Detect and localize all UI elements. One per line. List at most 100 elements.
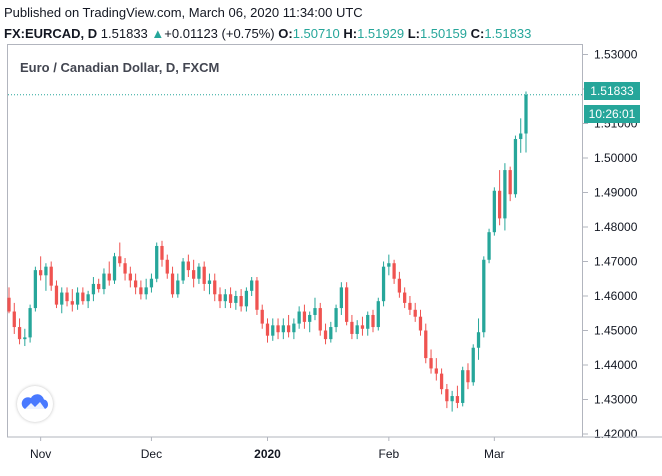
last-price-tag: 1.51833	[584, 82, 640, 100]
last-price: 1.51833	[100, 26, 148, 41]
candle-body	[197, 266, 201, 279]
candle-body	[160, 245, 164, 260]
candle-body	[524, 94, 528, 134]
y-tick-label: 1.48000	[594, 220, 638, 234]
candle-body	[165, 259, 169, 274]
y-tick-label: 1.49000	[594, 186, 638, 200]
y-tick-label: 1.44000	[594, 358, 638, 372]
candle-body	[471, 347, 475, 383]
candle-body	[75, 292, 80, 305]
candle-body	[513, 139, 518, 195]
candle-body	[450, 396, 454, 402]
candle-body	[255, 280, 259, 310]
candle-body	[107, 273, 111, 281]
candle-body	[376, 301, 380, 328]
candle-body	[102, 273, 106, 290]
candle-body	[461, 370, 465, 403]
candle-body	[49, 266, 53, 286]
candle-body	[281, 325, 285, 333]
high-value: 1.51929	[357, 26, 405, 41]
candle-body	[133, 280, 138, 288]
candle-body	[207, 280, 212, 284]
open-value: 1.50710	[292, 26, 340, 41]
candle-body	[418, 316, 423, 331]
countdown-tag: 10:26:01	[584, 105, 640, 123]
candle-body	[123, 263, 127, 274]
chart-legend: Euro / Canadian Dollar, D, FXCM	[20, 60, 220, 75]
candle-body	[308, 314, 312, 322]
candle-body	[286, 325, 291, 333]
chart-pane[interactable]	[7, 44, 583, 437]
candle-body	[466, 370, 470, 383]
candle-body	[403, 292, 407, 303]
candle-body	[492, 190, 496, 233]
candle-body	[508, 170, 512, 195]
candle-body	[155, 245, 159, 279]
candle-body	[503, 170, 507, 219]
candle-body	[239, 296, 243, 307]
candle-body	[28, 308, 32, 338]
candle-body	[7, 297, 11, 312]
low-value: 1.50159	[419, 26, 467, 41]
close-label: C:	[470, 26, 485, 41]
candle-body	[149, 278, 154, 288]
y-tick-label: 1.47000	[594, 255, 638, 269]
y-tick-label: 1.53000	[594, 48, 638, 62]
candle-body	[33, 270, 38, 309]
candle-body	[244, 290, 249, 307]
candle-body	[260, 309, 264, 324]
candle-body	[434, 368, 438, 374]
change-arrow-icon: ▲	[151, 26, 165, 41]
candle-body	[445, 389, 449, 402]
y-tick-label: 1.42000	[594, 427, 638, 441]
candle-body	[318, 308, 322, 331]
symbol-info-line: FX:EURCAD, D 1.51833 ▲+0.01123 (+0.75%) …	[4, 26, 531, 41]
candle-body	[223, 294, 227, 302]
candle-body	[519, 133, 523, 140]
candle-body	[17, 327, 22, 340]
candle-body	[144, 287, 148, 295]
candle-body	[128, 273, 132, 281]
candle-body	[476, 332, 481, 348]
candle-body	[176, 280, 180, 295]
candle-body	[482, 259, 486, 333]
candle-body	[455, 396, 460, 403]
y-tick-label: 1.50000	[594, 151, 638, 165]
candle-body	[381, 266, 386, 302]
candle-body	[12, 311, 16, 328]
candle-body	[112, 256, 117, 281]
candle-body	[139, 287, 143, 295]
candle-body	[181, 261, 185, 281]
candle-body	[234, 296, 238, 303]
tradingview-cloud-icon[interactable]	[17, 386, 53, 422]
candle-body	[350, 321, 354, 334]
candle-body	[213, 280, 217, 295]
candle-body	[86, 294, 90, 302]
candle-body	[265, 323, 270, 336]
candle-body	[323, 330, 328, 340]
candle-body	[202, 266, 206, 284]
high-label: H:	[343, 26, 358, 41]
candle-body	[392, 263, 396, 279]
candle-body	[387, 263, 391, 267]
y-tick-label: 1.43000	[594, 393, 638, 407]
cloud-shape-icon	[21, 394, 49, 409]
candle-body	[81, 292, 85, 302]
candle-body	[250, 280, 254, 291]
close-value: 1.51833	[484, 26, 532, 41]
x-tick-label: Nov	[30, 447, 51, 461]
x-tick-label: Dec	[141, 447, 162, 461]
candle-body	[186, 261, 191, 271]
candle-body	[70, 301, 74, 305]
candle-body	[170, 273, 175, 295]
candle-body	[44, 266, 48, 276]
x-tick-label: Mar	[484, 447, 505, 461]
low-label: L:	[407, 26, 420, 41]
x-tick-label: Feb	[378, 447, 399, 461]
candle-body	[54, 285, 59, 305]
candle-body	[302, 311, 307, 322]
candle-body	[497, 190, 502, 219]
candle-body	[23, 337, 27, 340]
candle-body	[313, 308, 317, 315]
